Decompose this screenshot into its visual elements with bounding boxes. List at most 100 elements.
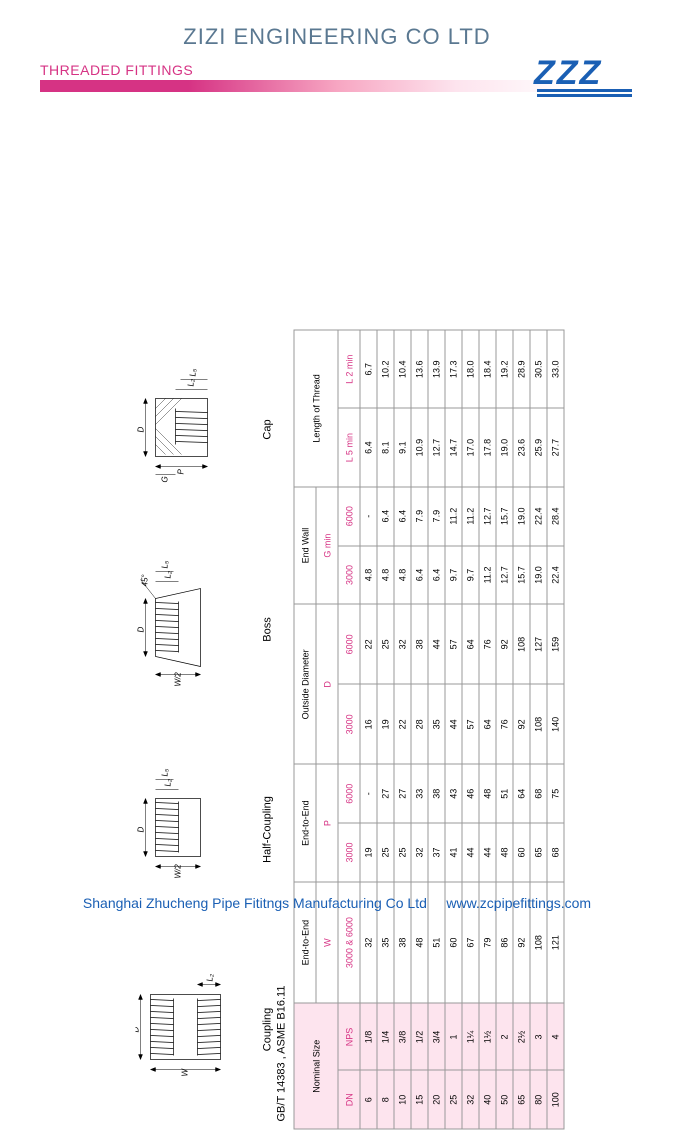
cell: 57 (462, 684, 479, 764)
table-row: 401½794448647611.212.717.818.4 (479, 330, 496, 1129)
cell: 2 (496, 1003, 513, 1070)
svg-text:W/2: W/2 (174, 864, 183, 879)
cell: 19.0 (530, 546, 547, 605)
cell: 65 (530, 823, 547, 882)
svg-text:G: G (161, 476, 170, 482)
cell: 3/8 (394, 1003, 411, 1070)
hdr-l5: L 5 min (338, 408, 360, 486)
cell: 76 (496, 684, 513, 764)
cell: 1½ (479, 1003, 496, 1070)
hdr-nominal-size: Nominal Size (294, 1003, 338, 1129)
hdr-length-thread: Length of Thread (294, 330, 338, 487)
cell: 6.4 (394, 487, 411, 546)
cell: 15.7 (513, 546, 530, 605)
cell: - (360, 764, 377, 823)
cell: 17.0 (462, 408, 479, 486)
cell: 23.6 (513, 408, 530, 486)
cell: 11.2 (445, 487, 462, 546)
cell: 60 (513, 823, 530, 882)
table-row: 803108656810812719.022.425.930.5 (530, 330, 547, 1129)
table-row: 151/248323328386.47.910.913.6 (411, 330, 428, 1129)
company-logo: ZZZ (534, 54, 634, 98)
cell: 43 (445, 764, 462, 823)
cell: 40 (479, 1070, 496, 1129)
cell: 48 (496, 823, 513, 882)
cell: 28 (411, 684, 428, 764)
table-row: 652½9260649210815.719.023.628.9 (513, 330, 530, 1129)
cell: 6.7 (360, 330, 377, 408)
diagram-cap: P G L₂ L₅ D Cap (136, 345, 256, 515)
logo-text: ZZZ (534, 54, 634, 93)
hdr-dn: DN (338, 1070, 360, 1129)
cell: 7.9 (411, 487, 428, 546)
footer-company: Shanghai Zhucheng Pipe Fititngs Manufact… (83, 895, 427, 911)
cell: 159 (547, 604, 564, 684)
cell: 4.8 (377, 546, 394, 605)
hdr-p-6000: 6000 (338, 764, 360, 823)
cell: 20 (428, 1070, 445, 1129)
cell: 19 (377, 684, 394, 764)
cell: 41 (445, 823, 462, 882)
cell: 10.4 (394, 330, 411, 408)
cell: 2½ (513, 1003, 530, 1070)
cell: 25 (445, 1070, 462, 1129)
hdr-g-6000: 6000 (338, 487, 360, 546)
cell: 37 (428, 823, 445, 882)
cell: 4.8 (360, 546, 377, 605)
cell: 38 (428, 764, 445, 823)
hdr-d-3000: 3000 (338, 684, 360, 764)
cell: 76 (479, 604, 496, 684)
diagram-boss: 45° W/2 L₂ L₅ D Boss (136, 545, 256, 715)
cell: 16 (360, 684, 377, 764)
cell: 32 (462, 1070, 479, 1129)
cell: 9.7 (462, 546, 479, 605)
cell: 22.4 (547, 546, 564, 605)
cell: 25 (394, 823, 411, 882)
cell: 27 (377, 764, 394, 823)
cell: 14.7 (445, 408, 462, 486)
cell: 10 (394, 1070, 411, 1129)
svg-text:L₂: L₂ (206, 974, 215, 982)
hdr-g-3000: 3000 (338, 546, 360, 605)
svg-text:L₂: L₂ (187, 379, 196, 387)
cell: 1¼ (462, 1003, 479, 1070)
cell: 15 (411, 1070, 428, 1129)
svg-text:L₂: L₂ (164, 779, 173, 787)
cell: 18.4 (479, 330, 496, 408)
hdr-end-wall: End Wall (294, 487, 316, 605)
table-row: 25160414344579.711.214.717.3 (445, 330, 462, 1129)
diagram-half-coupling: W/2 L₂ L₅ D Half-Coupling (136, 745, 256, 915)
table-row: 103/838252722324.86.49.110.4 (394, 330, 411, 1129)
svg-text:L₂: L₂ (164, 571, 173, 579)
svg-text:P: P (177, 469, 186, 475)
hdr-end-to-end-p: End-to-End (294, 764, 316, 882)
cell: 6.4 (377, 487, 394, 546)
cell: 27.7 (547, 408, 564, 486)
diagram-coupling: W L₂ D Coupling (136, 945, 256, 1115)
cell: 48 (479, 764, 496, 823)
cell: 44 (445, 684, 462, 764)
cell: 1/4 (377, 1003, 394, 1070)
cell: 64 (462, 604, 479, 684)
cell: 68 (547, 823, 564, 882)
cell: 28.4 (547, 487, 564, 546)
svg-text:45°: 45° (141, 574, 150, 587)
cell: 22 (394, 684, 411, 764)
hdr-d: D (316, 604, 338, 764)
company-title: ZIZI ENGINEERING CO LTD (0, 0, 674, 50)
cell: 33.0 (547, 330, 564, 408)
cell: 19.0 (513, 487, 530, 546)
svg-text:D: D (137, 827, 146, 833)
cell: 68 (530, 764, 547, 823)
cell: 8 (377, 1070, 394, 1129)
cell: 19 (360, 823, 377, 882)
hdr-d-6000: 6000 (338, 604, 360, 684)
diagram-label-boss: Boss (262, 545, 274, 715)
table-row: 502864851769212.715.719.019.2 (496, 330, 513, 1129)
footer-url: www.zcpipefittings.com (446, 895, 591, 911)
cell: 3 (530, 1003, 547, 1070)
cell: 6.4 (411, 546, 428, 605)
cell: 25.9 (530, 408, 547, 486)
cell: 25 (377, 604, 394, 684)
diagram-label-cap: Cap (262, 345, 274, 515)
